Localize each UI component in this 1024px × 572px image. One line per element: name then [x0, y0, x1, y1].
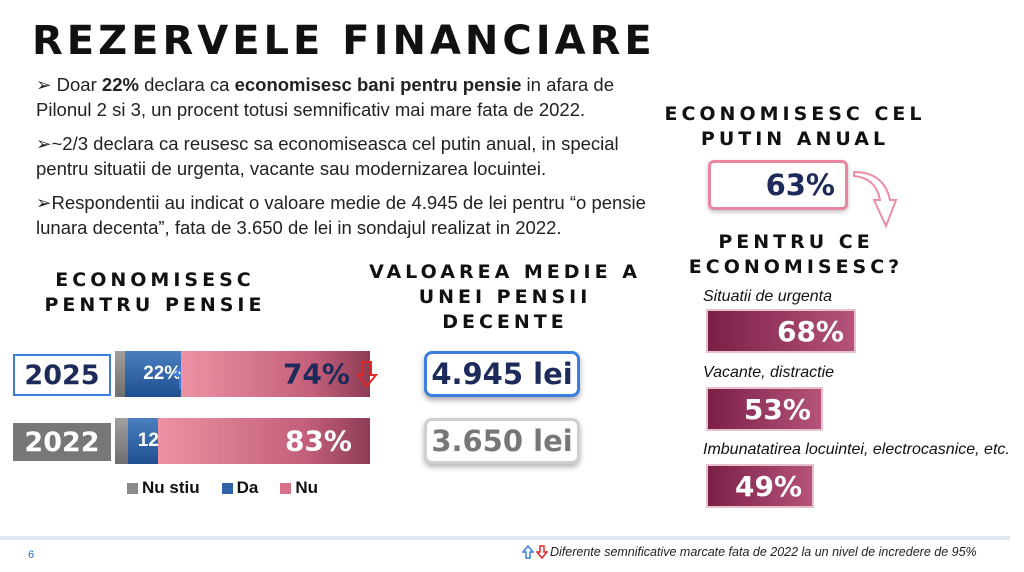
legend-label: Nu — [295, 478, 319, 497]
section-title-line: PENTRU CE — [718, 231, 874, 253]
arrow-up-icon — [522, 545, 534, 559]
avg-pension-2022: 3.650 lei — [424, 418, 580, 464]
legend-item: Nu — [280, 478, 318, 498]
why-save-title: PENTRU CE ECONOMISESC? — [676, 230, 916, 280]
bar-2025: 22% 74% — [115, 351, 378, 397]
data-label-nu-2025: 74% — [282, 357, 350, 391]
data-label-nu-2022: 83% — [284, 424, 352, 458]
bar-segment-da-2022: 12% — [127, 418, 176, 464]
bar-segment-da-2025: 22% — [125, 351, 196, 397]
footer-divider — [0, 536, 1010, 540]
bullet-item: ➢Respondentii au indicat o valoare medie… — [36, 192, 646, 238]
arrow-down-icon — [536, 545, 548, 559]
category-label: Situatii de urgenta — [703, 288, 832, 305]
bullet-item: ➢~2/3 declara ca reusesc sa economiseasc… — [36, 133, 619, 179]
avg-pension-2025: 4.945 lei — [424, 351, 580, 397]
bullet-text: in afara de Pilonul 2 si 3, un procent t… — [36, 74, 614, 120]
pension-section-title: ECONOMISESC PENTRU PENSIE — [40, 268, 270, 318]
page-title: REZERVELE FINANCIARE — [32, 18, 656, 64]
bar-segment-nu-2022: 83% — [158, 418, 370, 464]
legend-item: Nu stiu — [127, 478, 200, 498]
curved-arrow-icon — [850, 170, 900, 232]
bullet-marker: ➢ — [36, 74, 52, 95]
page-number: 6 — [28, 549, 35, 561]
avg-pension-title: VALOAREA MEDIE A UNEI PENSII DECENTE — [360, 260, 650, 335]
bullet-list: ➢ Doar 22% declara ca economisesc bani p… — [36, 72, 656, 249]
bar-segment-nustiu-2022 — [115, 418, 128, 464]
section-title-line: ECONOMISESC — [55, 269, 255, 291]
annual-saving-value: 63% — [708, 160, 848, 210]
reason-bar-1: 53% — [706, 387, 823, 431]
data-label-da-2025: 22% — [143, 363, 182, 384]
legend-swatch — [280, 482, 292, 494]
chart-legend: Nu stiu Da Nu — [127, 478, 318, 498]
section-title-line: ECONOMISESC? — [688, 256, 904, 278]
legend-swatch — [127, 482, 138, 494]
year-label-2025: 2025 — [13, 354, 111, 396]
category-label: Imbunatatirea locuintei, electrocasnice,… — [703, 441, 1010, 458]
highlight-text: 22% — [101, 74, 139, 95]
legend-item: Da — [221, 478, 259, 498]
section-title-line: DECENTE — [442, 311, 568, 333]
footnote-text: Diferente semnificative marcate fata de … — [550, 545, 977, 559]
category-label: Vacante, distractie — [703, 364, 835, 381]
legend-swatch — [221, 482, 233, 494]
year-label-2022: 2022 — [13, 423, 111, 461]
bullet-text: declara ca — [138, 74, 235, 95]
bar-2022: 12% 83% — [115, 418, 370, 464]
reason-bar-0: 68% — [706, 309, 856, 353]
section-title-line: PUTIN ANUAL — [700, 128, 890, 150]
legend-label: Nu stiu — [142, 478, 200, 497]
section-title-line: UNEI PENSII — [418, 286, 592, 308]
section-title-line: ECONOMISESC CEL — [664, 103, 926, 125]
legend-label: Da — [236, 478, 259, 497]
highlight-text: economisesc bani pentru pensie — [234, 74, 522, 95]
section-title-line: VALOAREA MEDIE A — [369, 261, 641, 283]
section-title-line: PENTRU PENSIE — [44, 294, 266, 316]
reason-bar-2: 49% — [706, 464, 815, 508]
footnote: Diferente semnificative marcate fata de … — [522, 545, 977, 559]
bar-segment-nustiu-2025 — [115, 351, 126, 397]
bullet-text: Doar — [51, 74, 102, 95]
annual-saving-title: ECONOMISESC CEL PUTIN ANUAL — [660, 102, 930, 152]
bullet-item: ➢ Doar 22% declara ca economisesc bani p… — [36, 72, 656, 122]
bar-segment-nu-2025: 74% — [181, 351, 378, 397]
arrow-down-icon — [355, 360, 378, 388]
